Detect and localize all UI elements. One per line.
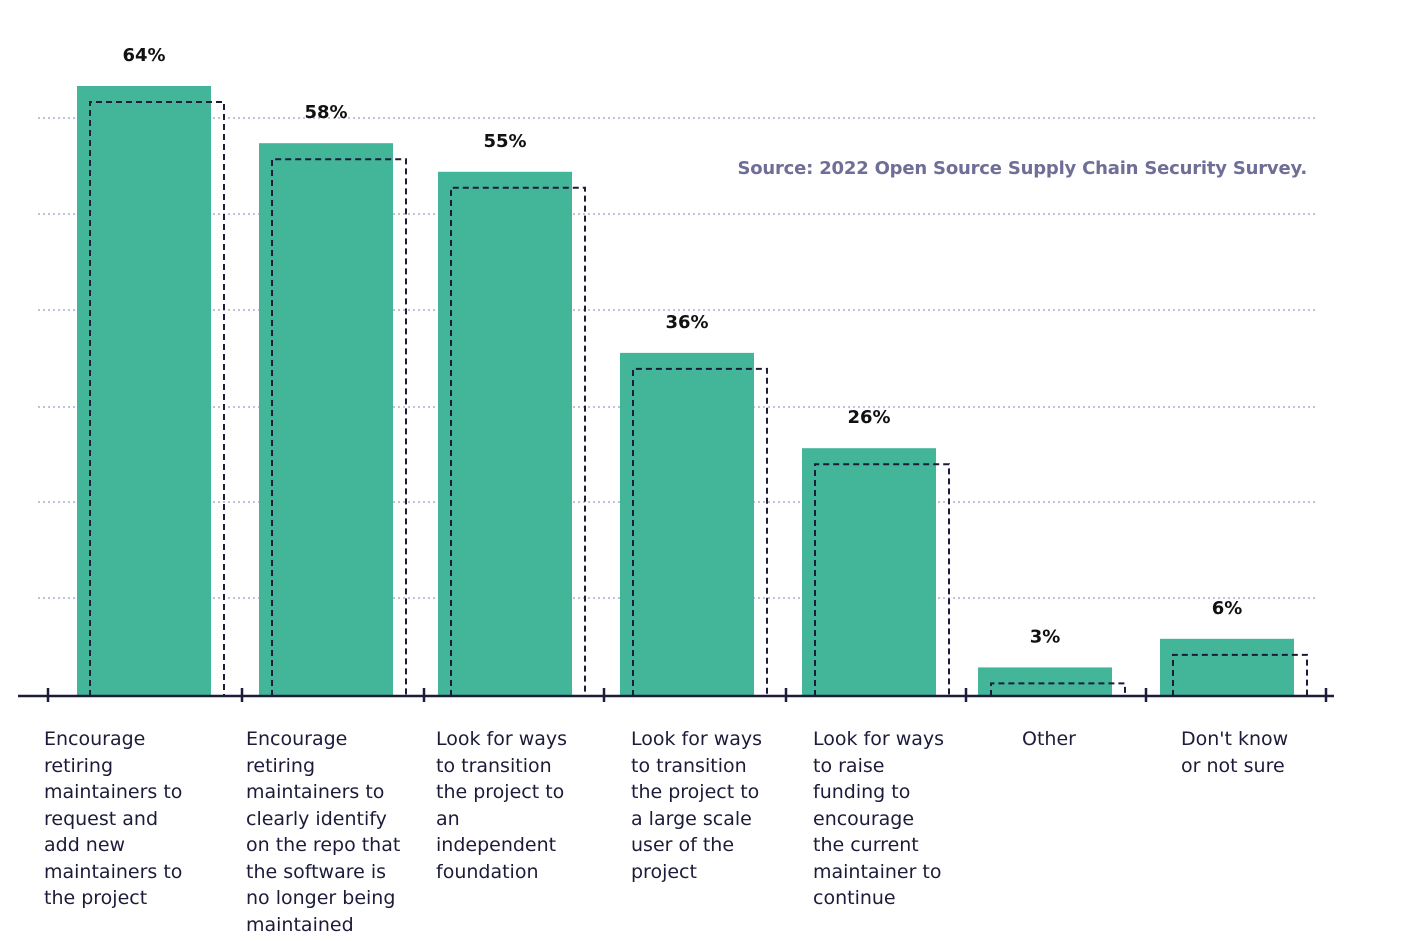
data-label: 3% xyxy=(1030,626,1061,647)
data-label: 64% xyxy=(122,45,165,66)
bar xyxy=(978,667,1112,696)
category-label: Other xyxy=(1022,728,1076,750)
category-label: Encourage retiring maintainers to clearl… xyxy=(246,728,401,936)
category-label: Look for ways to transition the project … xyxy=(436,728,568,883)
bar-outline xyxy=(1172,653,1308,696)
bar-outline xyxy=(89,101,225,696)
source-note: Source: 2022 Open Source Supply Chain Se… xyxy=(737,158,1307,179)
bar-outline xyxy=(814,463,950,696)
category-label: Don't know or not sure xyxy=(1181,728,1289,777)
data-label: 58% xyxy=(304,102,347,123)
data-label: 55% xyxy=(483,131,526,152)
bar xyxy=(438,171,572,696)
bar-outline xyxy=(990,682,1126,696)
category-label: Encourage retiring maintainers to reques… xyxy=(44,728,183,909)
data-label: 26% xyxy=(847,407,890,428)
data-label: 36% xyxy=(665,312,708,333)
bar xyxy=(802,448,936,696)
bar-outline xyxy=(632,367,768,696)
bar xyxy=(1160,638,1294,696)
bar xyxy=(259,143,393,696)
bar xyxy=(620,352,754,696)
data-label: 6% xyxy=(1212,598,1243,619)
category-label: Look for ways to transition the project … xyxy=(631,728,763,883)
bar xyxy=(77,86,211,696)
bar-outline xyxy=(450,186,586,696)
category-label: Look for ways to raise funding to encour… xyxy=(813,728,945,909)
bar-outline xyxy=(271,158,407,696)
